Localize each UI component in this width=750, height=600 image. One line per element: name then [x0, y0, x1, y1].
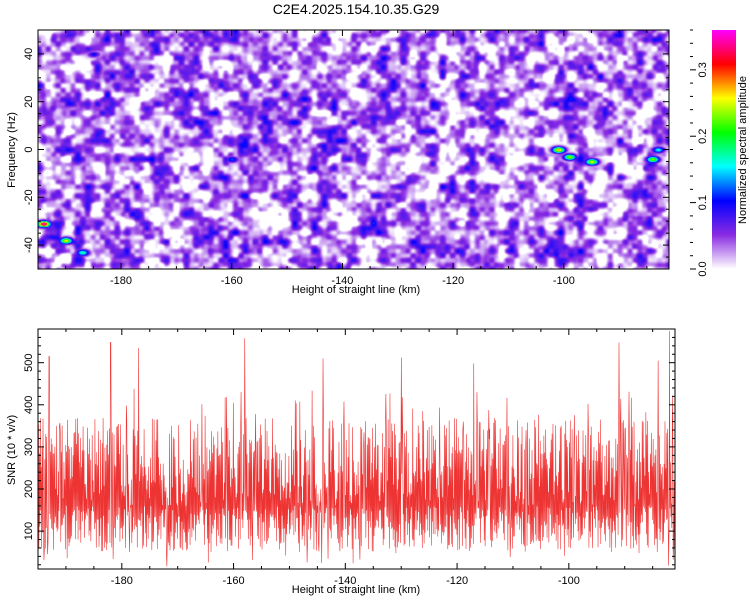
x-tick-label: -140 [331, 275, 353, 287]
spectrogram-x-label: Height of straight line (km) [292, 284, 420, 296]
snr-series-line [38, 331, 675, 567]
colorbar: 0.0 0.1 0.2 0.3 Normalized spectral amplitu… [690, 29, 749, 277]
colorbar-ticks: 0.0 0.1 0.2 0.3 [690, 29, 709, 277]
x-tick-label: -160 [221, 275, 243, 287]
spectrogram-y-label: Frequency (Hz) [6, 112, 18, 188]
y-tick-label: 300 [23, 438, 35, 456]
x-tick-label: -160 [223, 575, 245, 587]
x-tick-label: -120 [446, 575, 468, 587]
spectrogram-y-ticks: -40 -20 0 20 40 [23, 29, 669, 270]
spectrogram-x-ticks: -180 -160 -140 -120 -100 [37, 30, 648, 287]
snr-x-ticks: -180 -160 -140 -120 -100 [37, 329, 654, 587]
colorbar-gradient [712, 30, 736, 269]
y-tick-label: 100 [23, 522, 35, 540]
spectrogram-panel: -180 -160 -140 -120 -100 -40 -20 0 20 40 Height … [6, 29, 670, 296]
y-tick-label: 500 [23, 354, 35, 372]
y-tick-label: 200 [23, 480, 35, 498]
x-tick-label: -120 [442, 275, 464, 287]
snr-y-label: SNR (10 * v/v) [6, 415, 18, 485]
y-tick-label: 20 [23, 96, 35, 108]
y-tick-label: 400 [23, 396, 35, 414]
y-tick-label: -20 [23, 189, 35, 205]
x-tick-label: -180 [110, 275, 132, 287]
colorbar-tick-label: 0.3 [697, 62, 709, 77]
x-tick-label: -100 [553, 275, 575, 287]
colorbar-tick-label: 0.1 [697, 195, 709, 210]
x-tick-label: -140 [334, 575, 356, 587]
figure-title: C2E4.2025.154.10.35.G29 [273, 1, 440, 17]
y-tick-label: 40 [23, 48, 35, 60]
snr-y-ticks: 100 200 300 400 500 [23, 328, 675, 566]
colorbar-tick-label: 0.2 [697, 129, 709, 144]
snr-panel: -180 -160 -140 -120 -100 100 200 300 400 500 Hei… [6, 328, 676, 596]
spectrogram-image [38, 30, 669, 269]
y-tick-label: 0 [23, 146, 35, 152]
snr-frame [37, 328, 676, 570]
y-tick-label: -40 [23, 237, 35, 253]
snr-x-label: Height of straight line (km) [292, 584, 420, 596]
x-tick-label: -100 [558, 575, 580, 587]
colorbar-tick-label: 0.0 [697, 261, 709, 276]
x-tick-label: -180 [111, 575, 133, 587]
colorbar-label: Normalized spectral amplitude [737, 76, 749, 224]
